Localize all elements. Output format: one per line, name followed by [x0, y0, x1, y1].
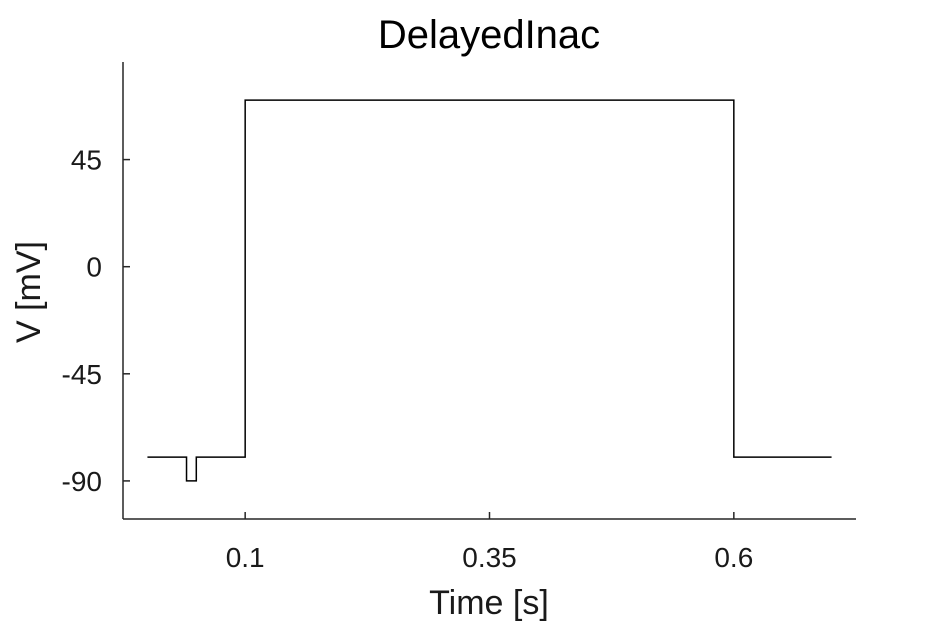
- x-tick-label: 0.6: [714, 542, 753, 573]
- x-tick-label: 0.1: [226, 542, 265, 573]
- y-tick-label: -45: [62, 359, 102, 390]
- y-tick-label: 45: [71, 145, 102, 176]
- y-axis-ticks: -90 -45 0 45: [62, 145, 130, 497]
- y-tick-label: -90: [62, 466, 102, 497]
- chart-title: DelayedInac: [378, 13, 600, 57]
- x-tick-label: 0.35: [462, 542, 517, 573]
- x-axis-ticks: 0.1 0.35 0.6: [226, 512, 753, 573]
- plot-area: [147, 99, 832, 482]
- x-axis-label: Time [s]: [429, 584, 549, 622]
- y-axis-label: V [mV]: [10, 241, 48, 343]
- y-tick-label: 0: [86, 252, 102, 283]
- voltage-trace: [147, 99, 832, 482]
